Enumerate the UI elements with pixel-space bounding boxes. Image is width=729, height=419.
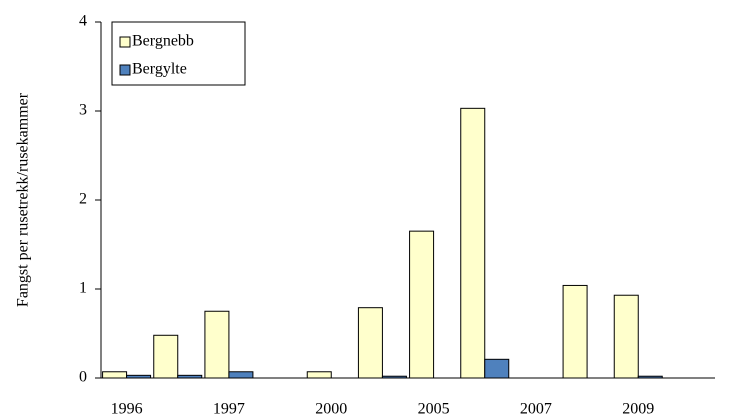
legend-swatch	[119, 64, 131, 76]
bar	[409, 230, 435, 379]
legend-box	[111, 21, 246, 86]
y-tick-label: 3	[79, 102, 87, 119]
bar	[102, 371, 128, 379]
bar	[204, 310, 230, 379]
y-axis-label: Fangst per rusetrekk/rusekammer	[15, 92, 32, 307]
bar	[484, 358, 510, 379]
x-tick-label: 2007	[520, 401, 552, 418]
bar	[613, 294, 639, 379]
bar	[153, 334, 179, 379]
x-tick-label: 1996	[111, 401, 143, 418]
bar	[228, 371, 254, 379]
bar	[562, 284, 588, 379]
y-tick-label: 4	[79, 13, 87, 30]
x-tick-label: 2000	[315, 401, 347, 418]
bar	[306, 371, 332, 379]
y-tick-label: 2	[79, 191, 87, 208]
legend-label: Bergnebb	[132, 33, 194, 50]
y-tick-label: 1	[79, 280, 87, 297]
y-tick-label: 0	[79, 369, 87, 386]
bar	[460, 107, 486, 379]
legend-swatch	[119, 36, 131, 48]
x-tick-label: 1997	[213, 401, 245, 418]
bar	[357, 307, 383, 379]
legend-label: Bergylte	[132, 61, 187, 78]
x-tick-label: 2005	[418, 401, 450, 418]
x-tick-label: 2009	[622, 401, 654, 418]
